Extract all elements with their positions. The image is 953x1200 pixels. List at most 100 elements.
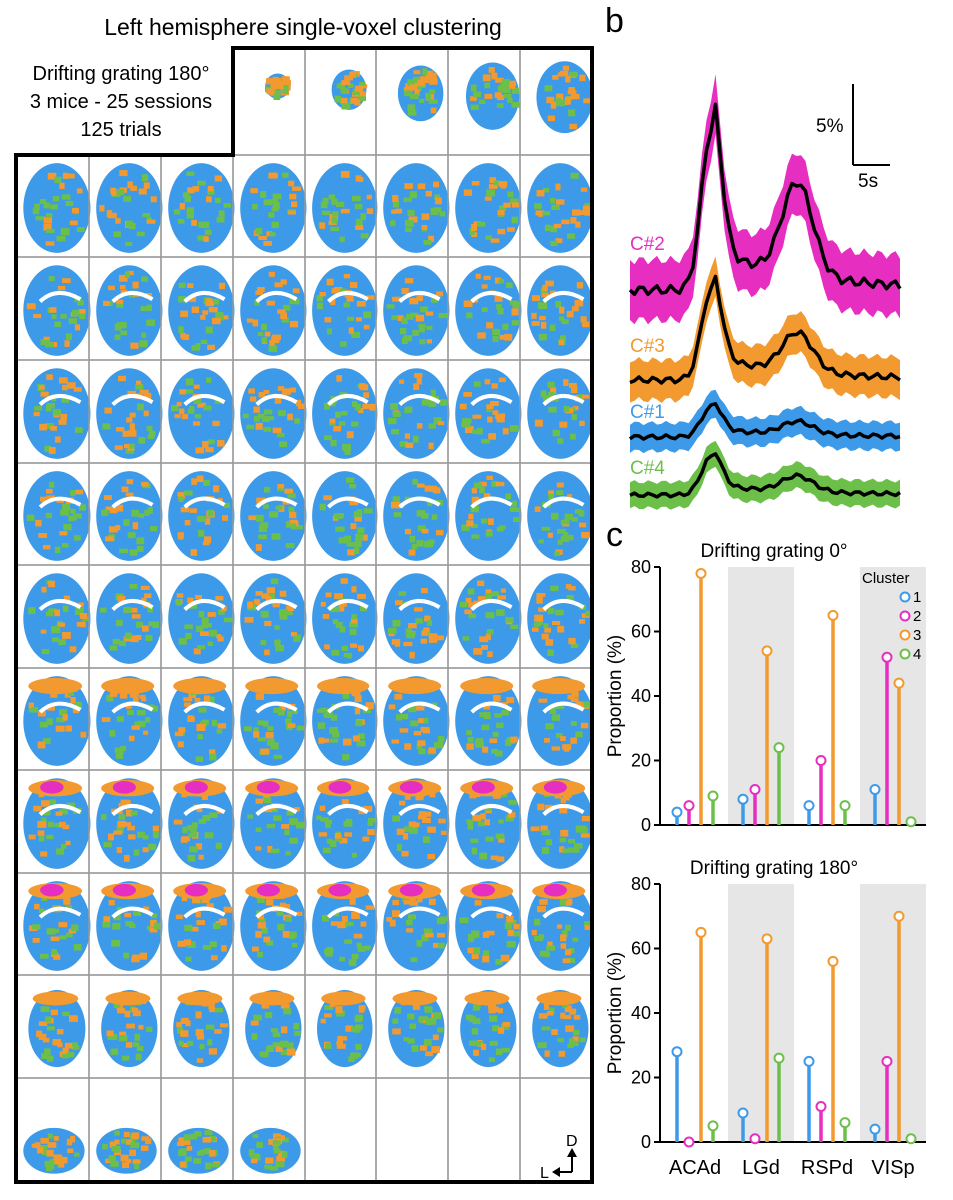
x-category-label: LGd bbox=[742, 1157, 780, 1179]
brain-slice bbox=[96, 163, 163, 253]
info-line-stimulus: Drifting grating 180° bbox=[32, 63, 210, 85]
brain-slice bbox=[240, 573, 307, 664]
trace-band bbox=[630, 74, 900, 325]
legend-marker-3 bbox=[899, 629, 911, 641]
y-tick-label: 40 bbox=[631, 1003, 651, 1023]
brain-slice bbox=[168, 573, 235, 664]
lollipop-marker bbox=[749, 784, 761, 796]
brain-slice bbox=[316, 990, 373, 1068]
trace-band bbox=[630, 389, 900, 454]
orientation-compass: D L bbox=[540, 1133, 578, 1182]
brain-slice bbox=[96, 471, 163, 561]
brain-slice bbox=[23, 778, 91, 869]
lollipop-marker bbox=[893, 677, 905, 689]
trace-mean-line bbox=[628, 102, 902, 297]
brain-slice bbox=[312, 676, 378, 766]
trace-label-c3: C#3 bbox=[630, 336, 665, 357]
y-tick-label: 80 bbox=[631, 874, 651, 894]
brain-slice bbox=[527, 368, 594, 459]
brain-slice bbox=[312, 881, 378, 971]
brain-slice bbox=[455, 881, 522, 971]
brain-slice bbox=[455, 368, 522, 459]
brain-slice bbox=[240, 778, 307, 869]
panel-a-title: Left hemisphere single-voxel clustering bbox=[104, 14, 502, 40]
proportion-chart: Drifting grating 0° 0 20 40 60 80 Proportion (… bbox=[605, 541, 926, 835]
lollipop-marker bbox=[881, 651, 893, 663]
brain-slice bbox=[331, 69, 368, 110]
trace-label-c1: C#1 bbox=[630, 402, 665, 423]
y-tick-label: 40 bbox=[631, 686, 651, 706]
brain-slice bbox=[240, 368, 307, 459]
compass-dorsal-label: D bbox=[566, 1133, 578, 1150]
y-tick-label: 80 bbox=[631, 557, 651, 577]
legend-label-4: 4 bbox=[913, 646, 921, 663]
lollipop-marker bbox=[905, 816, 917, 828]
brain-slice bbox=[383, 778, 450, 869]
x-category-label: RSPd bbox=[801, 1157, 853, 1179]
brain-slice bbox=[455, 471, 522, 561]
lollipop-marker bbox=[839, 800, 851, 812]
brain-slice bbox=[240, 1127, 301, 1174]
info-line-sessions: 3 mice - 25 sessions bbox=[29, 91, 213, 113]
chart-title: Drifting grating 0° bbox=[701, 541, 848, 562]
shaded-category-band bbox=[728, 884, 794, 1142]
brain-slice bbox=[460, 990, 517, 1068]
brain-slice bbox=[173, 990, 230, 1068]
brain-slice bbox=[383, 265, 450, 356]
lollipop-marker bbox=[749, 1133, 761, 1145]
brain-slice bbox=[168, 471, 235, 561]
brain-slice bbox=[240, 471, 307, 561]
lollipop-marker bbox=[773, 742, 785, 754]
shaded-category-band bbox=[860, 567, 926, 825]
brain-slice bbox=[240, 881, 307, 971]
legend-marker-1 bbox=[899, 591, 911, 603]
lollipop-marker bbox=[671, 806, 683, 818]
brain-slice bbox=[168, 1127, 229, 1174]
info-line-trials: 125 trials bbox=[80, 119, 162, 141]
legend-label-2: 2 bbox=[913, 608, 921, 625]
brain-slice bbox=[240, 676, 307, 766]
y-tick-label: 0 bbox=[641, 815, 651, 835]
brain-slice bbox=[168, 265, 235, 356]
brain-slice-grid: D L bbox=[14, 46, 594, 1184]
brain-slice bbox=[388, 990, 445, 1068]
lollipop-marker bbox=[695, 567, 707, 579]
legend-label-3: 3 bbox=[913, 627, 921, 644]
brain-slice bbox=[23, 471, 91, 561]
brain-slice bbox=[527, 881, 594, 971]
shaded-category-band bbox=[728, 567, 794, 825]
brain-slice bbox=[168, 881, 235, 971]
scale-bar: 5% 5s bbox=[816, 84, 890, 192]
lollipop-marker bbox=[827, 955, 839, 967]
legend-title: Cluster bbox=[862, 570, 910, 587]
brain-slice bbox=[96, 881, 163, 971]
lollipop-marker bbox=[737, 1107, 749, 1119]
brain-slice bbox=[527, 471, 594, 561]
lollipop-marker bbox=[815, 755, 827, 766]
scale-bar-x-label: 5s bbox=[858, 171, 878, 192]
trace-band bbox=[630, 256, 900, 403]
lollipop-marker bbox=[761, 645, 773, 657]
lollipop-marker bbox=[839, 1117, 851, 1129]
brain-slice bbox=[23, 1127, 85, 1174]
brain-slice bbox=[532, 990, 589, 1068]
lollipop-marker bbox=[815, 1101, 827, 1113]
chart-title: Drifting grating 180° bbox=[690, 858, 858, 879]
lollipop-marker bbox=[683, 1136, 695, 1148]
compass-lateral-label: L bbox=[540, 1165, 549, 1182]
brain-slice bbox=[455, 163, 522, 253]
y-tick-label: 0 bbox=[641, 1132, 651, 1152]
brain-slice bbox=[312, 265, 378, 356]
legend-marker-4 bbox=[899, 648, 911, 660]
brain-slice bbox=[264, 73, 291, 101]
brain-slice bbox=[168, 778, 235, 869]
trace-mean-line bbox=[629, 452, 901, 499]
brain-slice bbox=[536, 61, 593, 134]
trace-label-c2: C#2 bbox=[630, 234, 665, 255]
lollipop-marker bbox=[671, 1046, 683, 1058]
brain-slice bbox=[527, 676, 594, 766]
panel-label-c: c bbox=[606, 516, 623, 554]
lollipop-marker bbox=[683, 800, 695, 812]
lollipop-marker bbox=[881, 1055, 893, 1067]
